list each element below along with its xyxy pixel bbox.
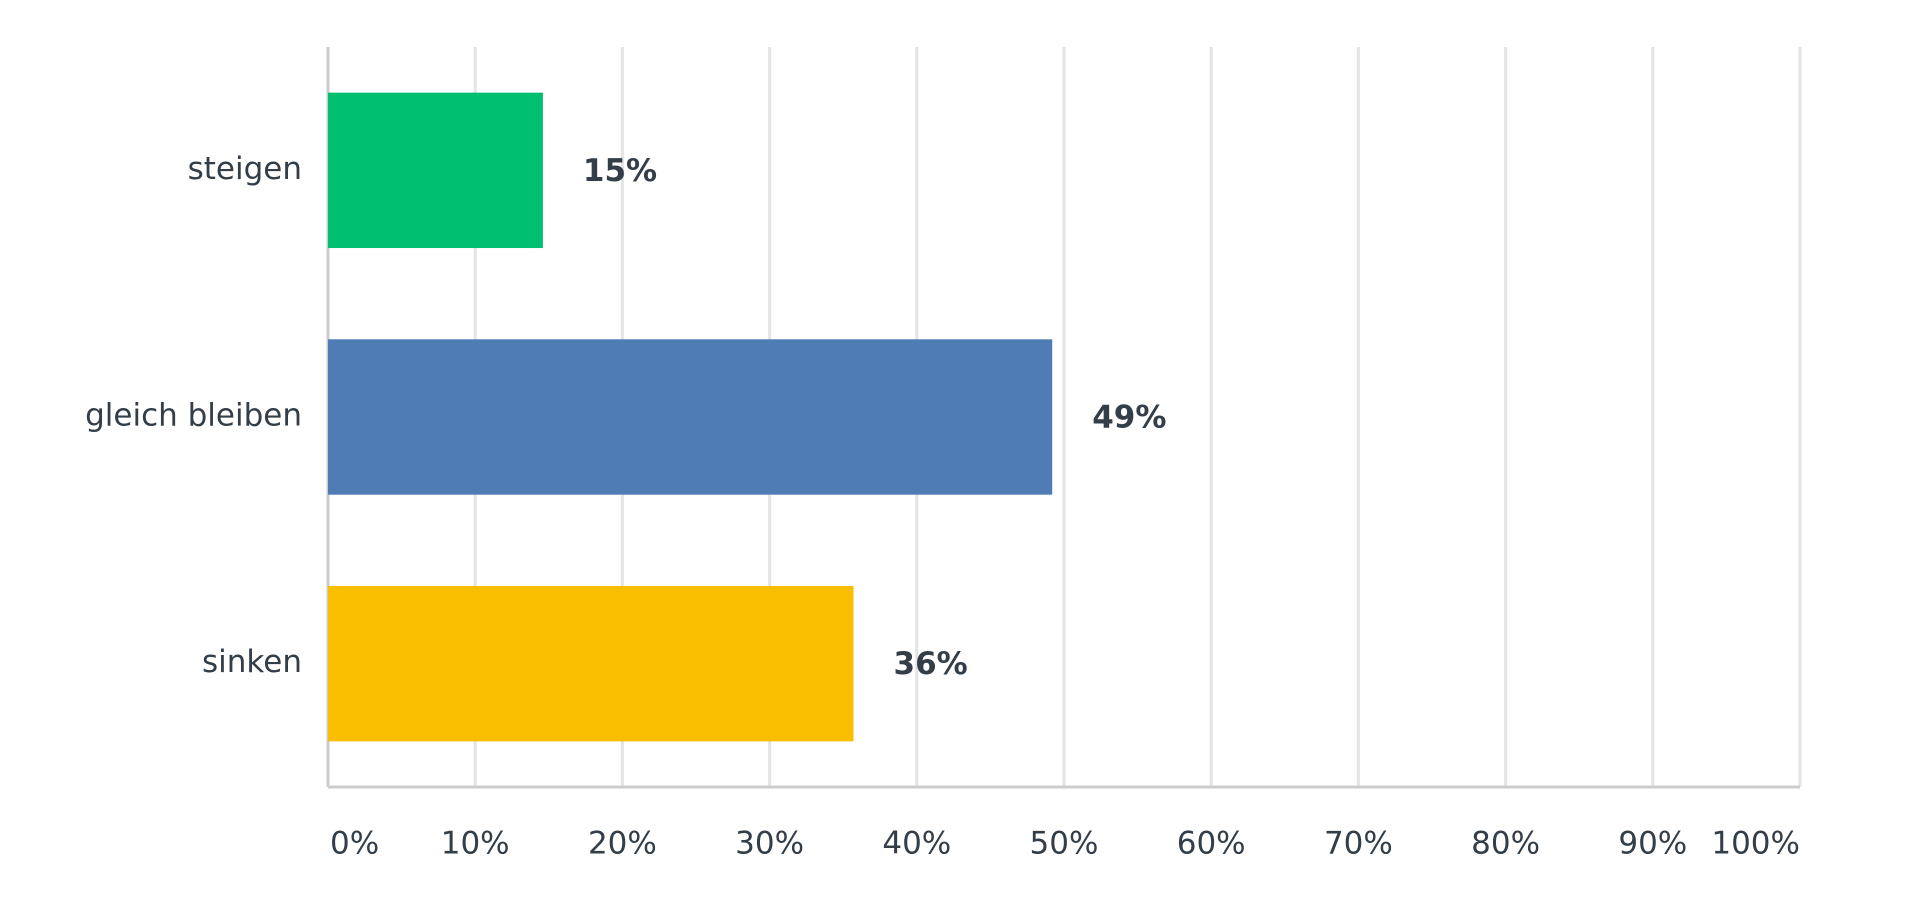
value-label: 49% (1092, 400, 1166, 436)
y-tick-label: steigen (188, 151, 302, 187)
bar (328, 339, 1053, 495)
y-tick-label: sinken (202, 644, 302, 680)
x-tick-label: 70% (1324, 826, 1393, 862)
x-tick-label: 20% (588, 826, 657, 862)
x-tick-label: 30% (735, 826, 804, 862)
bar (328, 92, 543, 249)
x-tick-label: 50% (1030, 826, 1099, 862)
x-tick-label: 90% (1618, 826, 1687, 862)
value-label: 15% (583, 153, 657, 189)
x-tick-label: 100% (1711, 826, 1800, 862)
y-tick-label: gleich bleiben (85, 398, 302, 434)
x-tick-label: 80% (1471, 826, 1540, 862)
bar (328, 585, 854, 742)
x-tick-label: 40% (882, 826, 951, 862)
value-label: 36% (894, 646, 968, 682)
x-tick-label: 0% (330, 826, 379, 862)
x-tick-label: 10% (441, 826, 510, 862)
x-tick-label: 60% (1177, 826, 1246, 862)
